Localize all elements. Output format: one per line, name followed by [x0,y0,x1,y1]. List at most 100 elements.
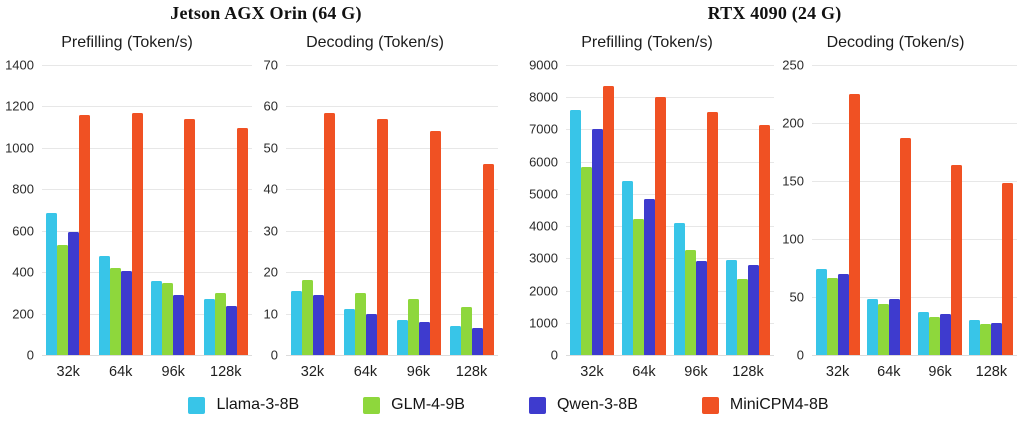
gridline [286,147,498,149]
bar-Qwen-3-8B-96k [173,295,185,355]
bar-Qwen-3-8B-128k [471,328,483,355]
y-tick-label: 0 [270,347,278,363]
gridline [42,106,252,108]
y-tick-label: 10 [263,306,278,322]
bar-Qwen-3-8B-96k [696,261,707,355]
bar-group-32k [566,65,618,355]
bar-group-64k [863,65,914,355]
bar-MiniCPM4-8B-96k [707,111,718,355]
bar-GLM-4-9B-96k [929,316,941,355]
y-tick-label: 200 [12,306,34,322]
bar-group-96k [392,65,445,355]
bar-MiniCPM4-8B-96k [951,164,963,355]
y-tick-label: 1000 [5,140,34,156]
bar-GLM-4-9B-32k [301,280,313,355]
gridline [42,313,252,315]
gridline [566,290,774,292]
y-tick-label: 4000 [529,218,558,234]
device-headers: Jetson AGX Orin (64 G) RTX 4090 (24 G) [0,0,1017,24]
y-tick-label: 2000 [529,283,558,299]
bar-group-96k [147,65,200,355]
chart-jetson-decoding: Decoding (Token/s) 0 10 20 30 40 50 60 70 32k 64… [252,25,498,381]
y-tick-label: 3000 [529,250,558,266]
bar-Llama-3-8B-128k [449,326,461,355]
bar-Qwen-3-8B-128k [991,322,1003,355]
bar-GLM-4-9B-128k [460,307,472,355]
x-tick-label: 128k [455,364,488,380]
gridline [286,272,498,274]
gridline [42,189,252,191]
y-tick-label: 400 [12,264,34,280]
y-tick-label: 1400 [5,57,34,73]
y-tick-label: 0 [26,347,34,363]
bar-group-32k [286,65,339,355]
gridline [286,189,498,191]
gridline [566,97,774,99]
chart-rtx4090-prefilling: Prefilling (Token/s) 0 1000 2000 3000 4000 50… [520,25,774,381]
bar-Qwen-3-8B-96k [418,321,430,355]
bar-MiniCPM4-8B-96k [184,118,196,355]
device-title-jetson: Jetson AGX Orin (64 G) [170,3,362,23]
y-tick-label: 100 [782,231,804,247]
bar-GLM-4-9B-32k [826,278,838,355]
bar-Llama-3-8B-96k [396,319,408,355]
x-axis-labels: 32k 64k 96k 128k [286,355,498,381]
y-tick-label: 20 [263,264,278,280]
bar-Qwen-3-8B-32k [68,232,80,355]
bar-GLM-4-9B-96k [407,299,419,355]
header-cell-rtx4090: RTX 4090 (24 G) [532,3,1017,24]
gridline [566,193,774,195]
chart-title: Prefilling (Token/s) [61,34,193,51]
bar-MiniCPM4-8B-128k [759,124,770,355]
bar-Llama-3-8B-64k [343,309,355,355]
legend-label: MiniCPM4-8B [729,396,829,413]
y-tick-label: 7000 [529,121,558,137]
bar-group-64k [339,65,392,355]
plot-area [286,65,498,356]
bar-MiniCPM4-8B-128k [236,127,248,355]
bar-MiniCPM4-8B-32k [603,85,614,355]
bar-Llama-3-8B-64k [622,181,633,355]
bar-GLM-4-9B-32k [581,166,592,355]
gridline [286,355,498,356]
gridline [812,181,1017,182]
bar-Qwen-3-8B-96k [940,313,952,355]
legend-swatch-icon [528,396,546,414]
bar-Llama-3-8B-64k [98,256,110,355]
gridline [42,65,252,66]
gridline [286,65,498,66]
gridline [566,226,774,228]
charts-row: Prefilling (Token/s) 0 200 400 600 800 1000 12… [0,25,1017,381]
bar-GLM-4-9B-64k [633,219,644,355]
bar-Llama-3-8B-32k [815,269,827,355]
bar-MiniCPM4-8B-96k [429,131,441,355]
bar-MiniCPM4-8B-128k [1002,183,1014,355]
plot-area [812,65,1017,356]
y-tick-label: 200 [782,115,804,131]
gridline [812,297,1017,298]
x-axis-labels: 32k 64k 96k 128k [42,355,252,381]
bar-groups [566,65,774,355]
bar-group-96k [915,65,966,355]
bar-Llama-3-8B-128k [969,320,981,355]
legend-swatch-icon [363,396,381,414]
bar-group-96k [670,65,722,355]
bar-Qwen-3-8B-64k [888,298,900,355]
bar-Qwen-3-8B-32k [312,294,324,355]
gridline [42,355,252,356]
bar-MiniCPM4-8B-64k [899,138,911,355]
x-tick-label: 32k [825,364,850,380]
chart-jetson-prefilling: Prefilling (Token/s) 0 200 400 600 800 1000 12… [2,25,252,381]
legend-item-qwen-3-8b: Qwen-3-8B [528,396,638,414]
gridline [812,65,1017,66]
plot-area [566,65,774,356]
legend-swatch-icon [188,396,206,414]
y-tick-label: 5000 [529,186,558,202]
y-tick-label: 6000 [529,154,558,170]
gridline [42,272,252,274]
x-tick-label: 96k [684,364,708,380]
bar-MiniCPM4-8B-32k [848,94,860,355]
y-tick-label: 800 [12,181,34,197]
bar-Llama-3-8B-32k [570,110,581,355]
bar-group-128k [200,65,253,355]
